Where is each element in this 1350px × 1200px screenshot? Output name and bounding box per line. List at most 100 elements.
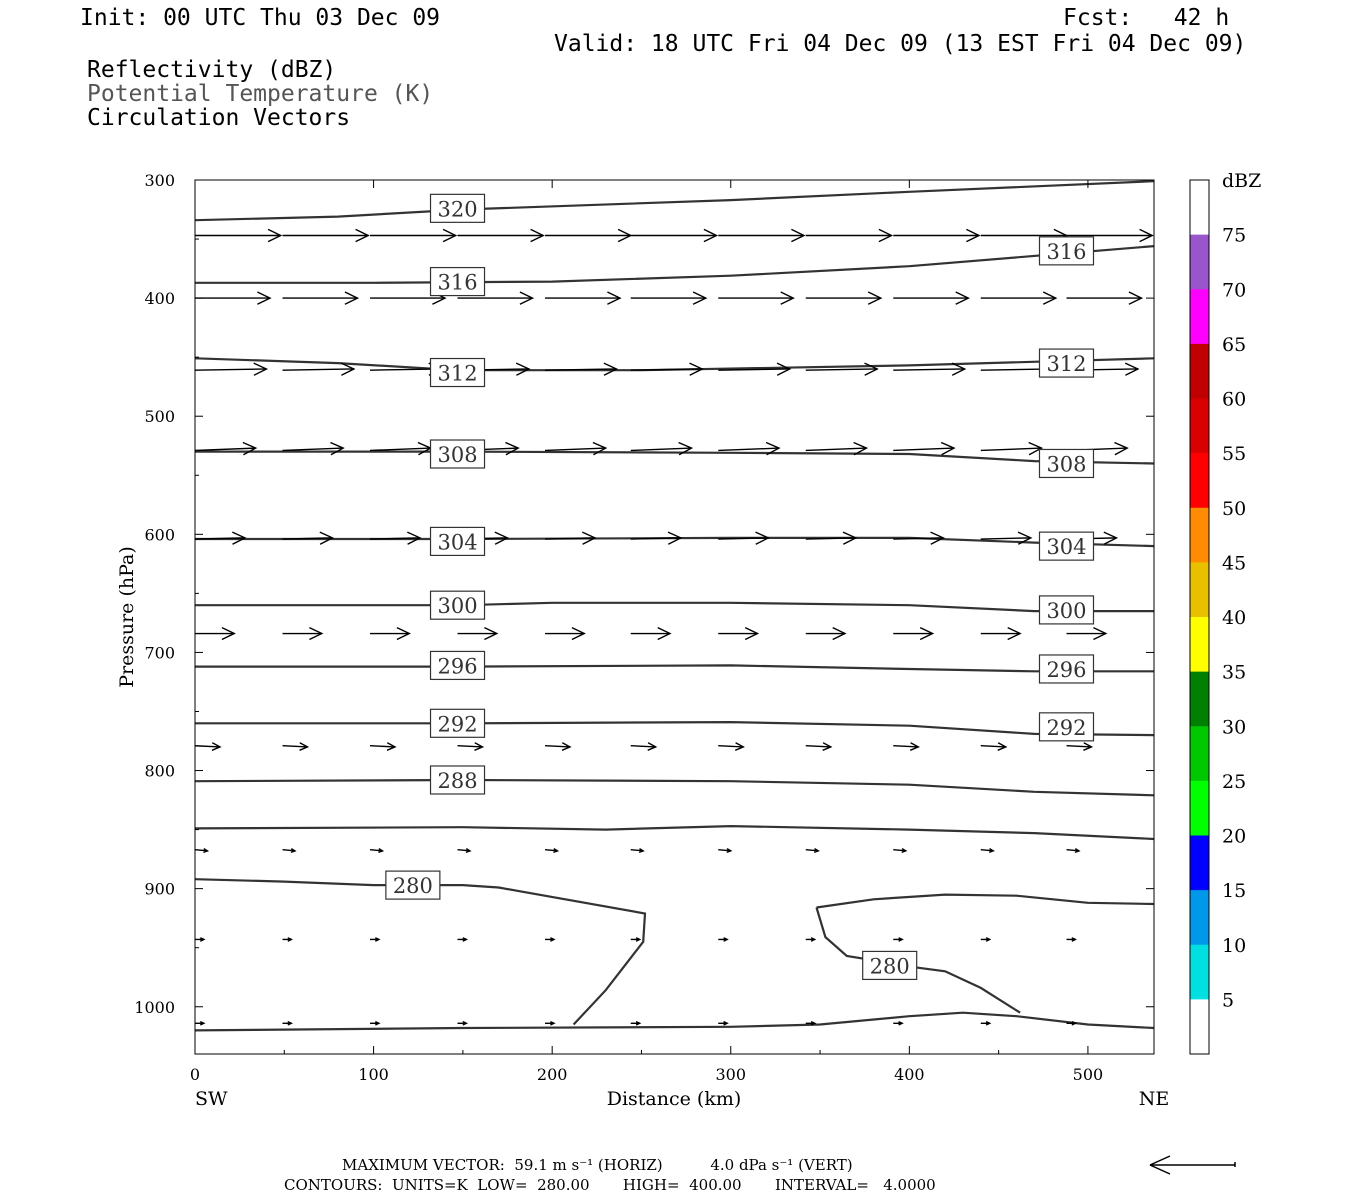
contour-label-316: 316 (1038, 236, 1095, 266)
isentrope-292-7 (195, 720, 1154, 737)
vector-arrow (805, 742, 833, 751)
isentrope-284-9 (195, 824, 1154, 841)
valid-time: Valid: 18 UTC Fri 04 Dec 09 (13 EST Fri … (554, 31, 1247, 57)
vector-arrow (980, 937, 992, 942)
y-axis-label: Pressure (hPa) (116, 546, 138, 688)
contour-label-280: 280 (862, 950, 918, 981)
vector-arrow (195, 848, 210, 854)
vector-arrow (630, 742, 658, 751)
svg-text:292: 292 (1046, 716, 1086, 740)
x-tick-label: 100 (358, 1065, 389, 1084)
vector-arrow (1066, 848, 1081, 854)
field-reflectivity: Reflectivity (dBZ) (87, 57, 337, 83)
vector-arrow (805, 531, 858, 545)
svg-text:316: 316 (437, 271, 477, 295)
vector-arrow (370, 228, 458, 243)
contour-label-308: 308 (429, 439, 486, 469)
vector-arrow (369, 742, 397, 751)
vector-arrow (544, 441, 608, 456)
vector-arrow (718, 228, 806, 243)
colorbar-tick-label: 5 (1222, 989, 1234, 1011)
contour-label-300: 300 (1038, 595, 1095, 625)
colorbar-tick-label: 60 (1222, 389, 1246, 411)
x-tick-label: 400 (894, 1065, 925, 1084)
vector-arrow (282, 742, 310, 751)
vector-arrow (630, 291, 708, 305)
contour-label-308: 308 (1038, 448, 1095, 479)
vector-arrow (369, 531, 422, 545)
field-potential-temperature: Potential Temperature (K) (87, 81, 434, 107)
vector-arrow (544, 742, 572, 751)
contour-label-296: 296 (429, 650, 486, 681)
vector-arrow (893, 228, 981, 243)
vector-arrow (630, 531, 683, 545)
colorbar-segment (1190, 999, 1209, 1055)
vector-arrow (893, 626, 935, 641)
vector-arrow (805, 291, 883, 305)
colorbar-tick-label: 10 (1222, 935, 1246, 957)
colorbar-segment (1190, 780, 1209, 836)
axis-layer: 0 100 200 300 400 500 300 400 500 600 700 800 900 100… (134, 171, 1154, 1084)
isentrope-320-0 (195, 180, 1154, 222)
vector-arrow (893, 531, 945, 545)
colorbar-segment (1190, 289, 1209, 345)
y-tick-label: 800 (144, 762, 175, 781)
x-axis-start-label: SW (195, 1088, 228, 1110)
vector-arrow (805, 441, 869, 456)
plot-frame (194, 179, 1155, 1055)
vector-arrow (545, 937, 556, 942)
vector-arrow (630, 848, 645, 854)
vector-arrow (457, 848, 472, 854)
vector-arrow (282, 362, 356, 376)
colorbar-tick-label: 50 (1222, 498, 1246, 520)
vector-arrow (718, 531, 770, 545)
isentrope-312-2 (195, 357, 1154, 372)
vector-arrow (718, 441, 781, 456)
colorbar-tick-label: 25 (1222, 771, 1246, 793)
x-tick-label: 500 (1073, 1065, 1104, 1084)
vector-arrow (370, 626, 411, 641)
reference-vector-arrow (1149, 1155, 1236, 1175)
y-tick-label: 300 (144, 171, 175, 190)
vector-arrow (282, 531, 335, 545)
vector-arrow (282, 291, 360, 305)
vector-arrow (195, 441, 258, 456)
y-tick-label: 600 (144, 525, 175, 544)
colorbar-segment (1190, 234, 1209, 290)
svg-text:304: 304 (437, 530, 477, 554)
vector-arrow (545, 626, 586, 641)
vector-arrow (195, 937, 206, 942)
vector-arrow (195, 1020, 206, 1026)
isentrope-288-8 (195, 778, 1154, 797)
svg-text:296: 296 (1046, 658, 1086, 682)
colorbar-segment (1190, 726, 1209, 782)
vector-arrow (457, 742, 485, 751)
colorbar-tick-label: 75 (1222, 225, 1246, 247)
y-tick-label: 900 (144, 880, 175, 899)
vector-arrow (282, 441, 345, 456)
contour-label-304: 304 (429, 526, 486, 557)
isentrope-304-4 (195, 536, 1154, 548)
vector-arrow (980, 291, 1058, 305)
vector-arrow (805, 228, 894, 243)
isentrope-280-13 (195, 1011, 1154, 1032)
colorbar-segment (1190, 398, 1209, 454)
contour-label-300: 300 (429, 590, 486, 620)
vector-arrow (1066, 937, 1078, 942)
vector-arrow (718, 626, 760, 641)
contour-label-312: 312 (429, 357, 486, 388)
colorbar-tick-label: 45 (1222, 552, 1246, 574)
colorbar-segment (1190, 944, 1209, 1000)
vector-arrow (195, 626, 236, 641)
field-circulation-vectors: Circulation Vectors (87, 105, 351, 131)
contour-info-note: CONTOURS: UNITS=K LOW= 280.00 HIGH= 400.… (284, 1176, 936, 1194)
svg-text:288: 288 (437, 769, 477, 793)
vector-arrow (1066, 1020, 1078, 1026)
vector-arrow (369, 441, 433, 456)
vector-arrow (630, 1020, 642, 1026)
vector-arrow (718, 1020, 729, 1026)
vector-arrow (805, 626, 847, 641)
colorbar-segment (1190, 835, 1209, 891)
x-tick-label: 300 (715, 1065, 746, 1084)
